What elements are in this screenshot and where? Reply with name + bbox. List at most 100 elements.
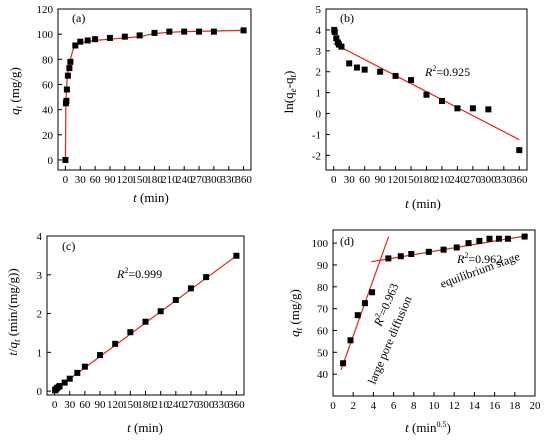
panel-d-xtick-label: 10 [429, 400, 441, 412]
panel-d-ylabel-var: q [287, 330, 302, 337]
panel-d-xlabel-var: t [405, 420, 409, 435]
panel-b-ytick-label: 3 [316, 46, 322, 58]
panel-d-xtick-label: 18 [509, 400, 521, 412]
panel-b-xtick-label: 210 [434, 174, 451, 186]
panel-a-xtick-label: 180 [146, 174, 163, 186]
panel-d-r2a-sup: 2 [373, 312, 383, 319]
panel-d-data-point [347, 337, 354, 344]
panel-d-xtick-label: 0 [330, 400, 336, 412]
panel-d-xtick-label: 12 [449, 400, 460, 412]
panel-b-xtick-label: 60 [359, 174, 371, 186]
panel-a-chart: 0 30 60 90 120150180210240270300330360020406… [7, 4, 252, 205]
panel-a-data-point [136, 32, 143, 39]
panel-d-data-point [408, 251, 415, 258]
panel-d-ytick-label: 90 [317, 260, 329, 272]
panel-c-r2: R2=0.999 [116, 266, 162, 281]
panel-b-data-point [333, 35, 340, 42]
panel-a-data-point [92, 36, 99, 43]
panel-b-xlabel-unit: (min) [409, 196, 441, 211]
panel-a-xtick-label: 330 [220, 174, 237, 186]
panel-a-data-point [63, 86, 70, 93]
panel-a-data-point [67, 58, 74, 65]
panel-c-ylabel-var2: q [5, 341, 20, 348]
panel-b-data-point [454, 105, 461, 112]
panel-a-data-point [72, 42, 79, 49]
panel-b-data-point [485, 106, 492, 113]
panel-c-xtick-label: 0 [52, 399, 58, 411]
panel-c-data-point [66, 375, 73, 382]
panel-b-xtick-label: 180 [418, 174, 435, 186]
panel-b-data-point [469, 105, 476, 112]
panel-c-xtick-label: 240 [168, 399, 185, 411]
panel-a-xlabel: t (min) [133, 190, 169, 205]
panel-a-data-point [151, 29, 158, 36]
panel-c-data-point [97, 352, 104, 359]
panel-b-xlabel-var: t [405, 196, 409, 211]
panel-d-ylabel: qt (mg/g) [287, 289, 304, 337]
panel-b-label: (b) [340, 11, 354, 25]
panel-b-data-point [346, 60, 353, 67]
panel-c-xtick-label: 60 [79, 399, 91, 411]
panel-b-ytick-label: 0 [316, 109, 322, 121]
panel-c-ytick-label: 4 [37, 231, 43, 243]
panel-c-xtick-label: 270 [183, 399, 200, 411]
panel-a-xtick-label: 0 [63, 174, 69, 186]
panel-b-xtick-label: 90 [375, 174, 387, 186]
panel-c-label: (c) [62, 239, 75, 253]
panel-d-xtick-label: 14 [469, 400, 481, 412]
panel-a-data-point [62, 156, 69, 163]
panel-c-data-point [203, 274, 210, 281]
panel-d-ytick-label: 80 [317, 282, 329, 294]
panel-d-data-point [340, 360, 347, 367]
panel-c-xtick-label: 180 [137, 399, 154, 411]
panel-d-ylabel-unit: (mg/g) [287, 289, 302, 328]
panel-c-xlabel-unit: (min) [131, 420, 163, 435]
panel-c-xtick-label: 90 [95, 399, 107, 411]
panel-a-xtick-label: 360 [235, 174, 252, 186]
panel-d-ylabel-sub: t [294, 327, 304, 330]
panel-a-xtick-label: 210 [161, 174, 178, 186]
panel-d-data-point [440, 246, 447, 253]
panel-b-r2-sup: 2 [432, 64, 436, 73]
panel-c-xlabel-var: t [127, 420, 131, 435]
panel-c-xtick-label: 210 [152, 399, 169, 411]
panel-b-ytick-label: 4 [316, 25, 322, 37]
panel-c-data-point [233, 252, 240, 259]
panel-a-ytick-label: 0 [48, 155, 54, 167]
panel-a-xtick-label: 150 [131, 174, 148, 186]
panel-b-xlabel: t (min) [405, 196, 441, 211]
panel-c-ylabel-sub: t [12, 339, 22, 342]
panel-d-data-point [425, 248, 432, 255]
panel-d-xlabel: t (min0.5) [405, 420, 451, 435]
panel-a-xlabel-unit: (min) [137, 190, 169, 205]
panel-d-ytick-label: 100 [312, 238, 329, 250]
panel-d-data-point [465, 240, 472, 247]
panel-a-xtick-label: 60 [90, 174, 102, 186]
panel-a-ytick-label: 100 [37, 29, 54, 41]
panel-b-xtick-label: 0 [331, 174, 337, 186]
panel-a-ylabel-unit: (mg/g) [7, 67, 22, 106]
panel-a-ytick-label: 120 [37, 4, 54, 16]
panel-d-ytick-label: 50 [317, 347, 329, 359]
panel-b-ylabel-mid: -q [281, 77, 296, 88]
panel-c-ytick-label: 3 [37, 270, 43, 282]
panel-b-ytick-label: 5 [316, 4, 322, 16]
panel-b-ytick-label: -2 [312, 150, 321, 162]
panel-c-ytick-label: 2 [37, 309, 43, 321]
panel-d-data-point [495, 235, 502, 242]
panel-a-ylabel-var: q [7, 108, 22, 115]
panel-d-r2b-value: =0.962 [468, 252, 502, 266]
panel-c-data-point [74, 369, 81, 376]
panel-c-data-point [172, 296, 179, 303]
panel-c-data-point [112, 340, 119, 347]
panel-c-ylabel-mid: / [5, 348, 20, 352]
panel-c-ytick-label: 0 [37, 386, 43, 398]
panel-b-r2-prefix: R [424, 65, 433, 79]
panel-b-xtick-label: 270 [465, 174, 482, 186]
panel-a-xtick-label: 90 [104, 174, 116, 186]
panel-b-data-point [353, 64, 360, 71]
panel-d-xtick-label: 16 [489, 400, 501, 412]
panel-d-data-point [385, 255, 392, 262]
panel-a-data-point [106, 34, 113, 41]
